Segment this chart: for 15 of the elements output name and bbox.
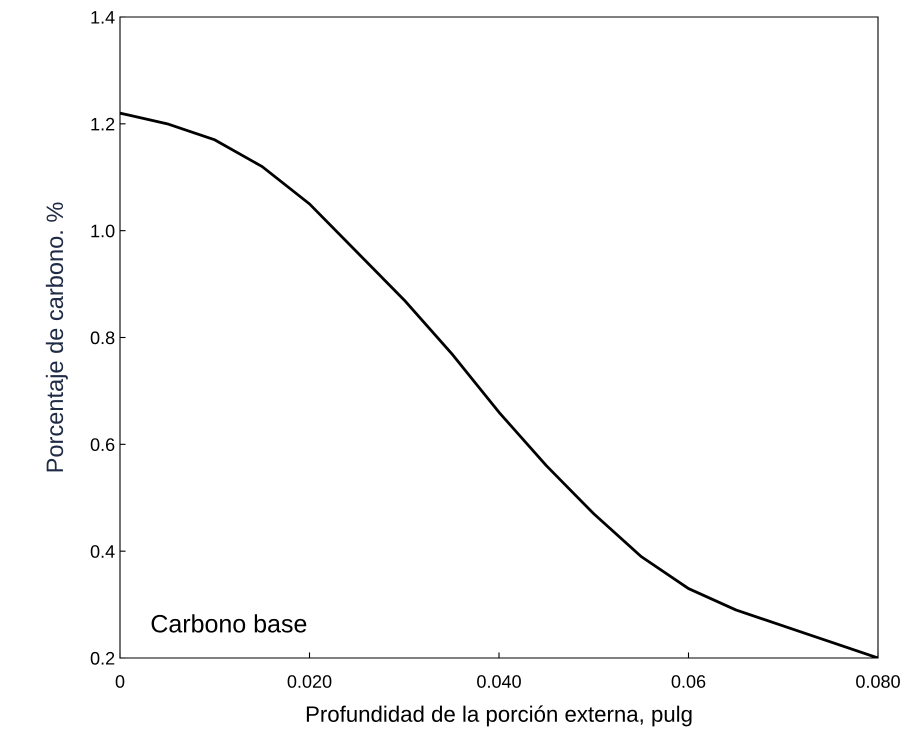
x-tick-label: 0.080 <box>856 675 900 688</box>
y-tick-label: 1.4 <box>91 11 115 24</box>
y-tick-label: 1.2 <box>91 118 114 130</box>
x-tick-label: 0.020 <box>288 675 332 688</box>
y-tick-label: 0.4 <box>90 545 115 558</box>
x-axis-title: Profundidad de la porción externa, pulg <box>306 705 692 726</box>
y-tick-label: 0.2 <box>90 652 114 665</box>
y-tick-label: 0.8 <box>90 331 114 344</box>
annotation: Carbono base <box>152 614 306 633</box>
y-axis-title: Porcentaje de carbono. % <box>46 202 68 472</box>
x-tick-label: 0 <box>116 675 124 688</box>
x-tick-label: 0.06 <box>672 675 706 688</box>
x-tick-label: 0.040 <box>477 675 521 688</box>
y-tick-label: 1.0 <box>91 224 114 238</box>
y-tick-label: 0.6 <box>90 438 114 452</box>
